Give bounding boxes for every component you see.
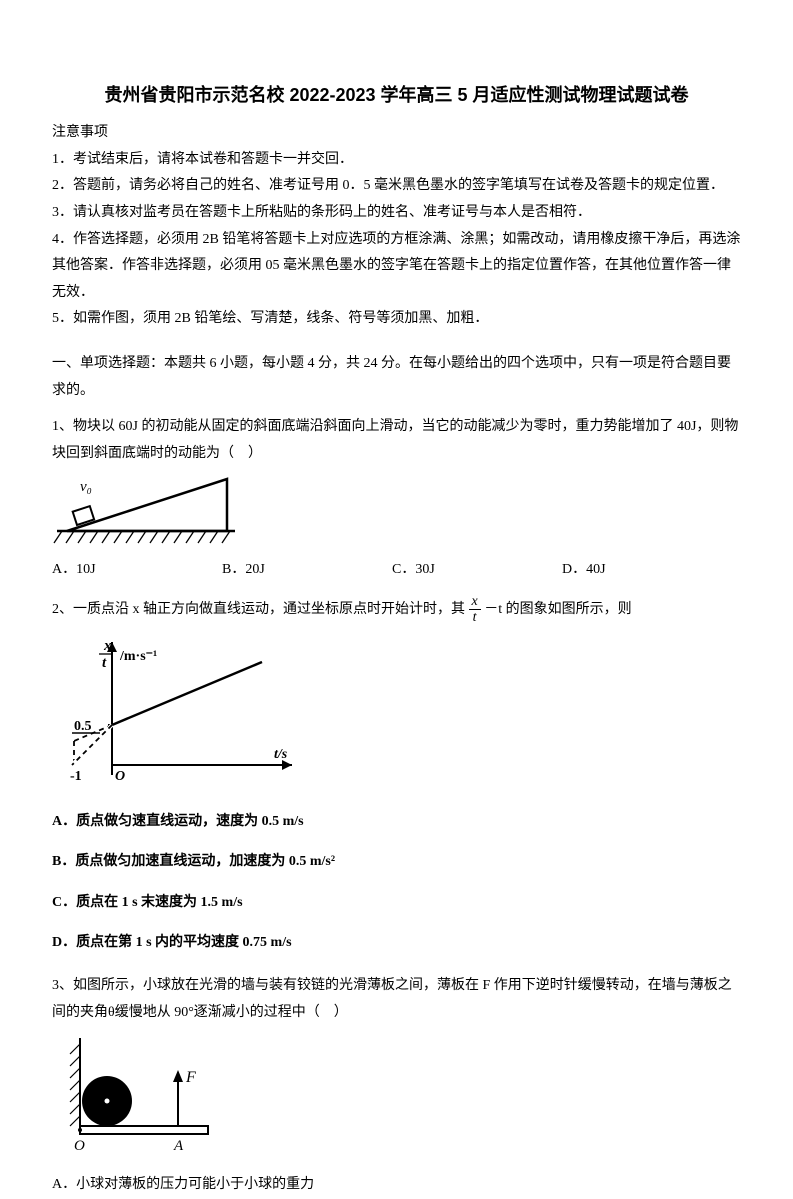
notice-item: 4．作答选择题，必须用 2B 铅笔将答题卡上对应选项的方框涂满、涂黑；如需改动，… xyxy=(52,227,741,307)
q2-stem-post: －t 的图象如图所示，则 xyxy=(484,602,631,617)
q3-figure: F O A xyxy=(52,1030,741,1160)
q1-figure: v₀ xyxy=(52,471,741,551)
q1-options: A．10J B．20J C．30J D．40J xyxy=(52,557,741,584)
q2-option-d: D．质点在第 1 s 内的平均速度 0.75 m/s xyxy=(52,930,741,957)
notice-item: 5．如需作图，须用 2B 铅笔绘、写清楚，线条、符号等须加黑、加粗． xyxy=(52,306,741,333)
q2-yunit: /m·s⁻¹ xyxy=(119,649,157,664)
q2-xtick: -1 xyxy=(70,769,82,784)
q2-figure: x t /m·s⁻¹ t/s O 0.5 -1 xyxy=(52,630,741,795)
q2-xlabel: t/s xyxy=(274,747,288,762)
q2-option-c: C．质点在 1 s 末速度为 1.5 m/s xyxy=(52,890,741,917)
q3-O-label: O xyxy=(74,1138,85,1154)
q2-frac-den: t xyxy=(469,610,481,625)
q1-option-b: B．20J xyxy=(222,557,392,584)
page-title: 贵州省贵阳市示范名校 2022-2023 学年高三 5 月适应性测试物理试题试卷 xyxy=(52,78,741,112)
q2-option-a: A．质点做匀速直线运动，速度为 0.5 m/s xyxy=(52,809,741,836)
q1-v0-label: v₀ xyxy=(80,479,92,495)
q1-option-c: C．30J xyxy=(392,557,562,584)
q2-frac-num: x xyxy=(469,594,481,610)
notice-item: 2．答题前，请务必将自己的姓名、准考证号用 0．5 毫米黑色墨水的签字笔填写在试… xyxy=(52,173,741,200)
q1-stem: 1、物块以 60J 的初动能从固定的斜面底端沿斜面向上滑动，当它的动能减少为零时… xyxy=(52,414,741,467)
q1-option-a: A．10J xyxy=(52,557,222,584)
q1-option-d: D．40J xyxy=(562,557,732,584)
q2-stem: 2、一质点沿 x 轴正方向做直线运动，通过坐标原点时开始计时，其 x t －t … xyxy=(52,594,741,626)
q2-fraction: x t xyxy=(469,594,481,626)
q2-ytick: 0.5 xyxy=(74,719,92,734)
q3-A-label: A xyxy=(173,1138,184,1154)
section-header: 一、单项选择题：本题共 6 小题，每小题 4 分，共 24 分。在每小题给出的四… xyxy=(52,351,741,404)
svg-text:x: x xyxy=(103,638,112,654)
q3-option-a: A．小球对薄板的压力可能小于小球的重力 xyxy=(52,1172,741,1199)
q3-stem: 3、如图所示，小球放在光滑的墙与装有铰链的光滑薄板之间，薄板在 F 作用下逆时针… xyxy=(52,973,741,1026)
svg-text:t: t xyxy=(102,655,107,671)
q2-stem-pre: 2、一质点沿 x 轴正方向做直线运动，通过坐标原点时开始计时，其 xyxy=(52,602,469,617)
q2-option-b: B．质点做匀加速直线运动，加速度为 0.5 m/s² xyxy=(52,849,741,876)
notice-heading: 注意事项 xyxy=(52,120,741,147)
q2-origin: O xyxy=(115,769,125,784)
q3-F-label: F xyxy=(185,1069,196,1086)
notice-item: 1．考试结束后，请将本试卷和答题卡一并交回． xyxy=(52,147,741,174)
notice-item: 3．请认真核对监考员在答题卡上所粘贴的条形码上的姓名、准考证号与本人是否相符． xyxy=(52,200,741,227)
